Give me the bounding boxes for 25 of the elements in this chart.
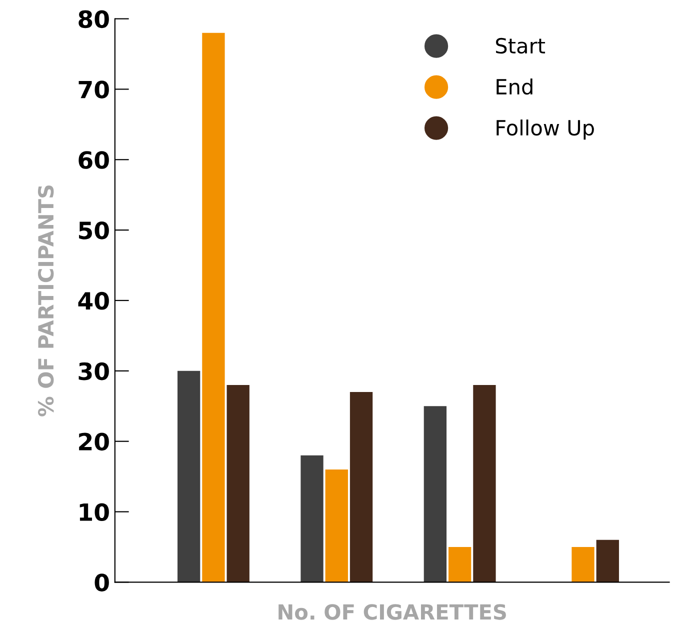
bar — [300, 455, 324, 582]
y-tick-label: 20 — [79, 432, 109, 451]
bar — [350, 392, 373, 582]
bar — [202, 32, 225, 582]
bar — [596, 540, 619, 582]
bar — [226, 384, 250, 582]
bar — [325, 470, 348, 582]
y-tick-label: 70 — [78, 80, 109, 99]
y-tick-label: 60 — [78, 151, 109, 169]
bar — [572, 546, 594, 582]
legend-label: End — [496, 78, 532, 95]
bar — [424, 406, 447, 582]
y-axis-title: % OF PARTICIPANTS — [38, 185, 54, 416]
y-tick-label: 80 — [78, 10, 109, 28]
legend-label: Follow Up — [496, 120, 594, 140]
x-axis-title: No. OF CIGARETTES — [278, 604, 506, 620]
y-tick-label: 50 — [79, 222, 109, 240]
legend-label: Start — [496, 38, 546, 54]
bar — [448, 546, 472, 582]
bar — [177, 370, 200, 582]
y-tick-label: 40 — [78, 292, 109, 310]
y-tick-label: 30 — [78, 362, 109, 380]
bar — [473, 384, 496, 582]
y-tick-label: 10 — [80, 503, 109, 522]
y-tick-label: 0 — [94, 574, 109, 592]
